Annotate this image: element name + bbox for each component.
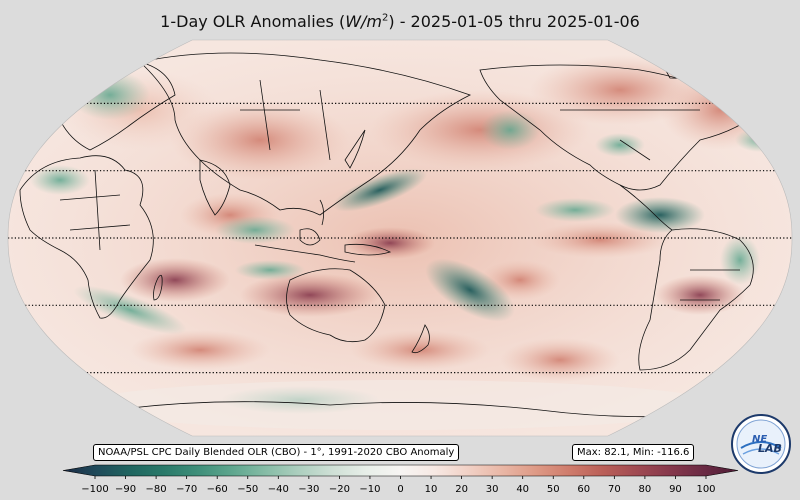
colorbar-tick-label: 80 (638, 484, 652, 495)
anomaly-patch (130, 330, 270, 370)
logo-text-ne: NE (752, 434, 767, 445)
colorbar-tick-label: −50 (237, 484, 259, 495)
anomaly-patch (120, 258, 230, 302)
colorbar-tick-label: −40 (267, 484, 289, 495)
new-zealand-outline (411, 324, 430, 354)
indonesia-outline (254, 244, 356, 263)
data-source-label: NOAA/PSL CPC Daily Blended OLR (CBO) - 1… (93, 444, 460, 461)
colorbar-tick-label: 70 (607, 484, 621, 495)
anomaly-patch (73, 285, 187, 335)
country-border (59, 79, 740, 301)
max-min-label: Max: 82.1, Min: -116.6 (572, 444, 695, 461)
south-america-outline (638, 228, 754, 371)
philippines-outline (319, 199, 324, 226)
colorbar-tick-label: 0 (397, 484, 404, 495)
anomaly-patch (70, 70, 150, 120)
new-guinea-outline (344, 243, 392, 256)
anomaly-patch (240, 273, 380, 317)
colorbar-body (62, 464, 739, 477)
colorbar-tick-label: 50 (546, 484, 560, 495)
colorbar-tick-label: −10 (359, 484, 381, 495)
anomaly-patch (80, 380, 720, 430)
central-america-outline (619, 184, 673, 231)
globe-border (7, 39, 793, 437)
logo-text-lab: LAB (758, 442, 782, 455)
colorbar-tick-label: −70 (176, 484, 198, 495)
colorbar-tick-label: −20 (328, 484, 350, 495)
africa-outline (19, 155, 154, 319)
colorbar-tick-label: 10 (424, 484, 438, 495)
anomaly-patch (480, 110, 540, 150)
colorbar-tick-label: 60 (577, 484, 591, 495)
india-outline (199, 159, 231, 216)
anomaly-patch (500, 338, 620, 382)
japan-outline (344, 129, 366, 169)
latitude-lines (8, 102, 792, 374)
anomaly-patch (595, 133, 645, 157)
colorbar-tick-label: −100 (81, 484, 109, 495)
anomaly-patch (235, 260, 305, 280)
anomaly-field (8, 40, 792, 436)
colorbar-tick-label: 40 (516, 484, 530, 495)
psl-logo: NE LAB (731, 414, 791, 474)
colorbar-tick-label: −60 (206, 484, 228, 495)
anomaly-patch (345, 227, 435, 259)
australia-outline (286, 268, 386, 343)
colorbar-tick-label: −90 (114, 484, 137, 495)
anomaly-patch (615, 197, 705, 233)
antarctica-outline (79, 401, 691, 418)
colorbar (62, 464, 739, 479)
colorbar-tick-label: 90 (669, 484, 682, 495)
psl-logo-icon: NE LAB (731, 414, 791, 474)
map-title: 1-Day OLR Anomalies (W/m2) - 2025-01-05 … (160, 12, 640, 31)
colorbar-tick-label: 30 (485, 484, 499, 495)
colorbar-tick-label: −30 (298, 484, 320, 495)
asia-outline (139, 52, 472, 216)
colorbar-tick-label: −80 (145, 484, 167, 495)
anomaly-patch (30, 165, 90, 195)
madagascar-outline (153, 274, 163, 301)
colorbar-tick-label: 20 (455, 484, 468, 495)
anomaly-patch (332, 168, 428, 212)
anomaly-patch (350, 330, 490, 370)
anomaly-patch (425, 258, 515, 322)
anomaly-patch (530, 222, 670, 258)
borneo-outline (299, 228, 321, 246)
north-america-outline (479, 64, 761, 191)
anomaly-patch (720, 235, 760, 285)
colorbar-tick-label: 100 (696, 484, 716, 495)
anomaly-patch (535, 198, 615, 222)
anomaly-patch (215, 216, 295, 244)
colorbar-ticks (94, 476, 707, 479)
